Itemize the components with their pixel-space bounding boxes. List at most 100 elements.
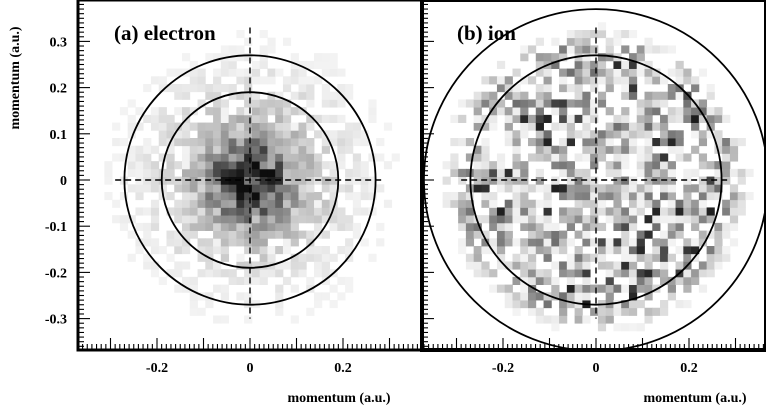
heatmap-cell	[605, 307, 614, 316]
heatmap-cell	[290, 53, 299, 62]
heatmap-cell	[166, 130, 175, 139]
heatmap-cell	[275, 269, 284, 278]
heatmap-cell	[737, 176, 746, 185]
heatmap-cell	[321, 161, 330, 170]
heatmap-cell	[282, 145, 292, 154]
heatmap-cell	[675, 107, 684, 116]
heatmap-cell	[628, 184, 638, 193]
heatmap-cell	[528, 138, 537, 147]
heatmap-cell	[597, 138, 607, 147]
heatmap-cell	[228, 176, 237, 185]
y-tick-label: -0.1	[45, 220, 67, 235]
heatmap-cell	[259, 199, 268, 208]
heatmap-cell	[621, 76, 630, 85]
ticks-ion: -0.2 0 0.2	[422, 3, 764, 376]
heatmap-cell	[189, 300, 198, 309]
heatmap-cell	[566, 68, 576, 77]
heatmap-cell	[512, 184, 521, 193]
heatmap-cell	[290, 107, 299, 116]
heatmap-cell	[290, 130, 299, 139]
heatmap-cell	[667, 161, 676, 170]
heatmap-cell	[729, 207, 739, 216]
heatmap-cell	[644, 276, 653, 285]
heatmap-cell	[197, 253, 206, 262]
heatmap-cell	[481, 238, 490, 247]
heatmap-cell	[504, 230, 513, 239]
heatmap-cell	[489, 238, 498, 247]
heatmap-cell	[473, 145, 482, 154]
heatmap-cell	[621, 222, 630, 231]
heatmap-cell	[166, 161, 175, 170]
heatmap-cell	[189, 184, 198, 193]
heatmap-cell	[290, 261, 299, 270]
heatmap-cell	[213, 222, 222, 231]
heatmap-cell	[737, 138, 746, 147]
heatmap-cell	[683, 253, 692, 262]
heatmap-cell	[244, 138, 253, 147]
heatmap-cell	[174, 122, 183, 131]
heatmap-cell	[706, 176, 715, 185]
heatmap-cell	[345, 91, 354, 100]
heatmap-cell	[135, 153, 144, 162]
heatmap-cell	[691, 215, 700, 224]
heatmap-cell	[290, 222, 299, 231]
heatmap-cell	[298, 153, 307, 162]
heatmap-cell	[458, 199, 467, 208]
heatmap-cell	[496, 107, 506, 116]
heatmap-cell	[282, 114, 292, 123]
heatmap-cell	[166, 145, 175, 154]
heatmap-cell	[489, 269, 498, 278]
heatmap-cell	[337, 99, 346, 108]
heatmap-cell	[321, 114, 330, 123]
heatmap-cell	[543, 300, 552, 309]
heatmap-cell	[368, 114, 377, 123]
heatmap-cell	[158, 76, 167, 85]
heatmap-cell	[267, 68, 276, 77]
heatmap-cell	[205, 215, 214, 224]
heatmap-cell	[321, 269, 330, 278]
heatmap-cell	[150, 107, 160, 116]
heatmap-cell	[582, 53, 591, 62]
heatmap-cell	[543, 130, 552, 139]
heatmap-cell	[590, 215, 599, 224]
heatmap-cell	[644, 76, 653, 85]
heatmap-cell	[290, 122, 299, 131]
heatmap-cell	[329, 68, 338, 77]
heatmap-cell	[621, 215, 630, 224]
heatmap-cell	[729, 192, 739, 201]
heatmap-cell	[613, 207, 622, 216]
heatmap-cell	[691, 168, 700, 177]
heatmap-cell	[228, 153, 237, 162]
heatmap-cell	[628, 122, 638, 131]
heatmap-cell	[512, 238, 521, 247]
heatmap-cell	[205, 130, 214, 139]
heatmap-cell	[729, 138, 739, 147]
heatmap-cell	[174, 130, 183, 139]
heatmap-cell	[352, 161, 362, 170]
heatmap-cell	[574, 176, 583, 185]
heatmap-cell	[722, 138, 731, 147]
heatmap-cell	[706, 253, 715, 262]
heatmap-cell	[244, 292, 253, 301]
heatmap-cell	[504, 292, 513, 301]
heatmap-cell	[729, 145, 739, 154]
heatmap-cell	[551, 230, 560, 239]
heatmap-cell	[182, 222, 191, 231]
heatmap-cell	[543, 269, 552, 278]
heatmap-cell	[597, 199, 607, 208]
heatmap-cell	[574, 91, 583, 100]
heatmap-cell	[220, 207, 230, 216]
heatmap-cell	[329, 207, 338, 216]
heatmap-cell	[590, 153, 599, 162]
heatmap-cell	[605, 168, 614, 177]
heatmap-cell	[489, 168, 498, 177]
heatmap-cell	[605, 107, 614, 116]
heatmap-cell	[605, 45, 614, 54]
heatmap-cell	[251, 207, 261, 216]
heatmap-cell	[298, 138, 307, 147]
heatmap-cell	[182, 168, 191, 177]
heatmap-cell	[543, 84, 552, 93]
heatmap-cell	[228, 269, 237, 278]
heatmap-cell	[465, 222, 475, 231]
heatmap-cell	[275, 199, 284, 208]
